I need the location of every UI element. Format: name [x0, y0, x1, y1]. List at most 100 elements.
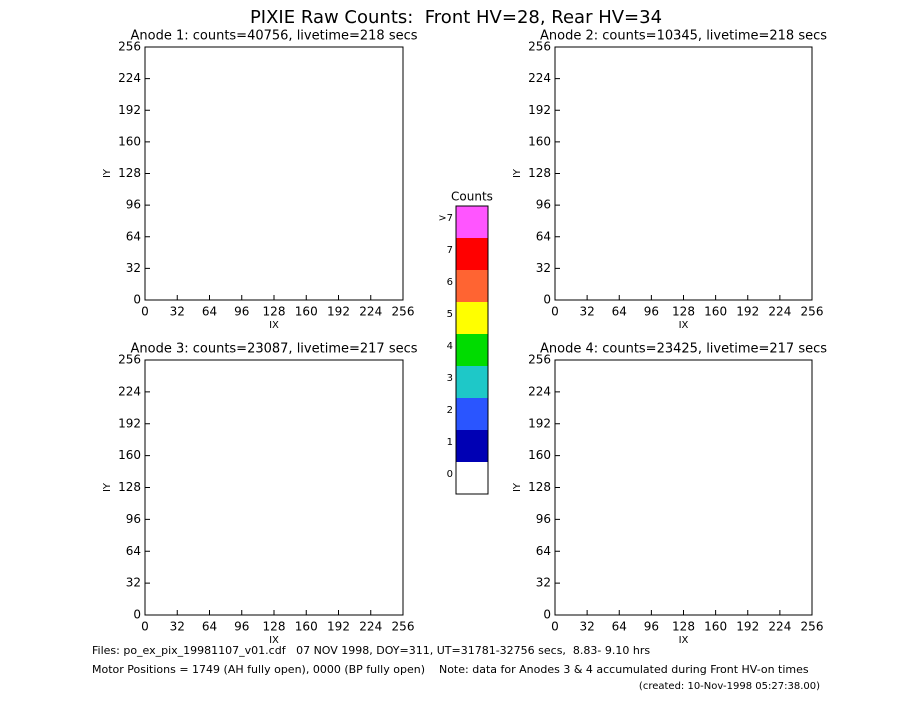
y-tick-label: 32 [536, 261, 551, 275]
colorbar-label: 2 [447, 405, 453, 416]
colorbar-frame [455, 205, 489, 495]
x-tick-label: 0 [141, 305, 149, 319]
y-tick-label: 192 [118, 416, 141, 430]
y-axis-label: IY [102, 482, 113, 492]
x-tick-label: 128 [263, 305, 286, 319]
plot-frame [144, 46, 404, 301]
x-tick-label: 64 [612, 305, 627, 319]
y-tick-label: 128 [118, 480, 141, 494]
panel-title: Anode 2: counts=10345, livetime=218 secs [540, 29, 827, 44]
y-tick-label: 64 [126, 229, 141, 243]
y-tick-label: 160 [528, 134, 551, 148]
x-axis-label: IX [679, 635, 689, 646]
colorbar-swatch [456, 398, 488, 430]
y-tick-label: 128 [118, 166, 141, 180]
x-tick-label: 256 [392, 620, 415, 634]
x-tick-label: 96 [644, 305, 659, 319]
y-tick-label: 192 [528, 416, 551, 430]
y-tick-label: 160 [528, 448, 551, 462]
y-tick-label: 96 [126, 512, 141, 526]
x-tick-label: 160 [295, 620, 318, 634]
x-axis-label: IX [269, 320, 279, 331]
panel-title: Anode 1: counts=40756, livetime=218 secs [130, 29, 417, 44]
x-tick-label: 224 [768, 305, 791, 319]
y-tick-label: 64 [536, 544, 551, 558]
colorbar-label: 6 [447, 277, 453, 288]
y-tick-label: 64 [536, 229, 551, 243]
y-tick-label: 256 [118, 353, 141, 367]
x-tick-label: 224 [359, 305, 382, 319]
x-tick-label: 256 [801, 305, 824, 319]
y-tick-label: 224 [118, 384, 141, 398]
colorbar-swatch [456, 462, 488, 494]
y-tick-label: 0 [133, 293, 141, 307]
x-tick-label: 224 [359, 620, 382, 634]
panel-title: Anode 4: counts=23425, livetime=217 secs [540, 342, 827, 357]
x-tick-label: 0 [141, 620, 149, 634]
x-tick-label: 32 [579, 620, 594, 634]
plot-frame [144, 359, 404, 616]
x-tick-label: 32 [579, 305, 594, 319]
x-tick-label: 192 [327, 620, 350, 634]
x-tick-label: 192 [736, 305, 759, 319]
x-tick-label: 96 [234, 305, 249, 319]
colorbar-label: 3 [447, 373, 453, 384]
x-axis-label: IX [679, 320, 689, 331]
x-tick-label: 64 [202, 305, 217, 319]
y-tick-label: 192 [528, 103, 551, 117]
y-tick-label: 160 [118, 134, 141, 148]
x-tick-label: 160 [704, 620, 727, 634]
y-tick-label: 0 [543, 293, 551, 307]
y-tick-label: 32 [126, 576, 141, 590]
y-tick-label: 192 [118, 103, 141, 117]
x-tick-label: 224 [768, 620, 791, 634]
x-tick-label: 96 [644, 620, 659, 634]
footer-created: (created: 10-Nov-1998 05:27:38.00) [639, 681, 820, 692]
footer-motor: Motor Positions = 1749 (AH fully open), … [92, 663, 809, 676]
colorbar-label: 4 [447, 341, 453, 352]
x-tick-label: 96 [234, 620, 249, 634]
x-axis-label: IX [269, 635, 279, 646]
y-tick-label: 224 [528, 71, 551, 85]
y-tick-label: 256 [118, 40, 141, 54]
colorbar-label: 7 [447, 245, 453, 256]
y-tick-label: 128 [528, 166, 551, 180]
y-axis-label: IY [512, 168, 523, 178]
colorbar-title: Counts [451, 190, 493, 204]
y-tick-label: 32 [536, 576, 551, 590]
panel-title: Anode 3: counts=23087, livetime=217 secs [130, 342, 417, 357]
colorbar-swatch [456, 334, 488, 366]
x-tick-label: 32 [170, 620, 185, 634]
x-tick-label: 128 [263, 620, 286, 634]
colorbar-swatch [456, 302, 488, 334]
y-axis-label: IY [102, 168, 113, 178]
colorbar-swatch [456, 366, 488, 398]
colorbar-swatch [456, 206, 488, 238]
y-tick-label: 256 [528, 40, 551, 54]
x-tick-label: 160 [704, 305, 727, 319]
plot-frame [554, 359, 813, 616]
y-tick-label: 160 [118, 448, 141, 462]
colorbar-swatch [456, 430, 488, 462]
colorbar-label: 5 [447, 309, 453, 320]
y-tick-label: 96 [126, 198, 141, 212]
x-tick-label: 0 [551, 305, 559, 319]
colorbar-swatch [456, 270, 488, 302]
x-tick-label: 0 [551, 620, 559, 634]
y-tick-label: 64 [126, 544, 141, 558]
colorbar-label: 0 [447, 469, 453, 480]
x-tick-label: 192 [736, 620, 759, 634]
x-tick-label: 128 [672, 620, 695, 634]
x-tick-label: 64 [612, 620, 627, 634]
page-title: PIXIE Raw Counts: Front HV=28, Rear HV=3… [250, 7, 662, 28]
colorbar-swatch [456, 238, 488, 270]
y-axis-label: IY [512, 482, 523, 492]
colorbar-label: 1 [447, 437, 453, 448]
y-tick-label: 32 [126, 261, 141, 275]
footer-files: Files: po_ex_pix_19981107_v01.cdf 07 NOV… [92, 644, 650, 657]
y-tick-label: 224 [528, 384, 551, 398]
x-tick-label: 256 [801, 620, 824, 634]
x-tick-label: 160 [295, 305, 318, 319]
plot-frame [554, 46, 813, 301]
